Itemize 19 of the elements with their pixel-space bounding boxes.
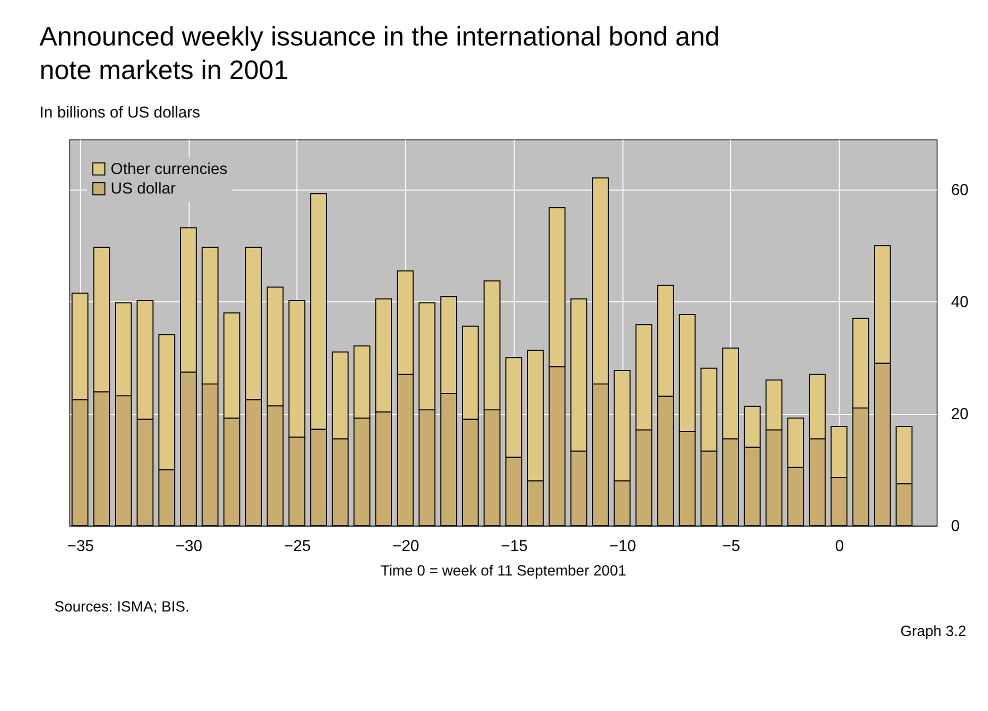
x-tick-label: −20	[392, 538, 420, 555]
x-tick-label: 0	[835, 538, 844, 555]
chart-subtitle: In billions of US dollars	[40, 104, 200, 122]
y-tick-label: 40	[950, 294, 969, 312]
y-tick-label: 60	[950, 182, 969, 200]
caption: Graph 3.2	[900, 624, 966, 640]
x-axis-title: Time 0 = week of 11 September 2001	[380, 563, 626, 580]
x-tick-label: −5	[722, 538, 740, 555]
legend-label: US dollar	[110, 180, 176, 198]
x-tick-label: −10	[609, 538, 636, 555]
x-tick-label: −35	[67, 538, 94, 555]
x-tick-label: −25	[284, 538, 311, 555]
y-tick-label: 0	[950, 518, 960, 536]
x-tick-label: −15	[500, 538, 528, 555]
y-tick-label: 20	[950, 406, 969, 424]
legend-label: Other currencies	[110, 160, 228, 178]
chart-title: Announced weekly issuance in the international bond and note markets in 2001	[40, 21, 720, 86]
x-tick-label: −30	[176, 538, 203, 555]
source-note: Sources: ISMA; BIS.	[54, 600, 190, 616]
